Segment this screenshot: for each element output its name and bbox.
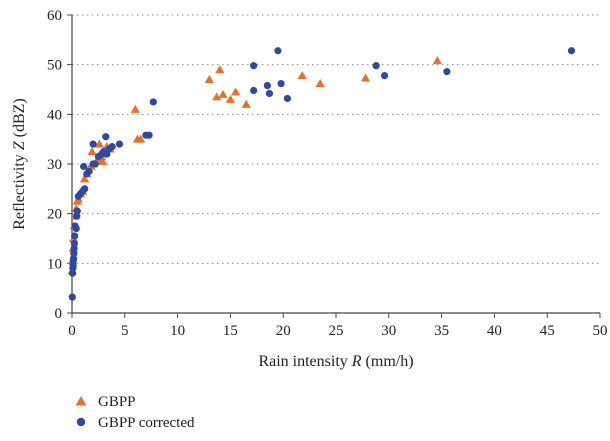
point-gbpp-corrected-0 — [68, 293, 76, 301]
point-gbpp-corrected-43 — [380, 71, 389, 80]
legend-marker-gbpp-corrected — [76, 417, 86, 427]
x-tick-label-20: 20 — [276, 323, 291, 339]
point-gbpp-corrected-40 — [277, 79, 285, 88]
x-tick-label-50: 50 — [593, 323, 608, 339]
point-gbpp-36 — [315, 78, 325, 87]
legend-label-gbpp: GBPP — [98, 394, 136, 410]
x-tick-label-10: 10 — [170, 323, 185, 339]
point-gbpp-corrected-42 — [372, 62, 380, 70]
point-gbpp-27 — [136, 134, 146, 143]
point-gbpp-25 — [130, 104, 140, 113]
point-gbpp-22 — [94, 139, 105, 148]
y-tick-label-30: 30 — [47, 157, 62, 173]
point-gbpp-corrected-37 — [263, 81, 271, 90]
point-gbpp-corrected-22 — [91, 160, 99, 168]
y-tick-label-20: 20 — [47, 207, 62, 223]
point-gbpp-corrected-45 — [567, 47, 576, 55]
point-gbpp-38 — [432, 56, 442, 65]
point-gbpp-corrected-23 — [89, 140, 97, 148]
x-tick-label-5: 5 — [121, 323, 129, 339]
point-gbpp-corrected-35 — [250, 86, 258, 95]
point-gbpp-corrected-38 — [265, 89, 274, 98]
series-gbpp-corrected — [68, 47, 576, 301]
point-gbpp-corrected-36 — [250, 62, 258, 70]
point-gbpp-corrected-18 — [80, 162, 88, 171]
x-axis-ticks: 0 5 10 15 20 25 30 35 40 45 50 — [68, 313, 608, 339]
y-tick-label-50: 50 — [47, 58, 62, 74]
point-gbpp-corrected-30 — [103, 150, 111, 158]
y-tick-label-0: 0 — [55, 306, 63, 322]
x-tick-label-30: 30 — [381, 323, 396, 339]
point-gbpp-35 — [297, 70, 307, 80]
point-gbpp-29 — [212, 92, 222, 101]
y-axis-label: Reflectivity Z (dBZ) — [11, 98, 28, 230]
point-gbpp-30 — [215, 65, 225, 74]
x-tick-label-0: 0 — [68, 323, 76, 339]
axes — [71, 15, 600, 314]
point-gbpp-34 — [241, 99, 251, 108]
legend: GBPP GBPP corrected — [75, 394, 195, 431]
point-gbpp-31 — [218, 89, 228, 98]
point-gbpp-corrected-11 — [72, 224, 80, 233]
point-gbpp-corrected-20 — [85, 167, 93, 176]
gridlines — [72, 14, 600, 264]
legend-marker-gbpp — [75, 396, 87, 406]
point-gbpp-32 — [225, 94, 235, 103]
x-tick-label-35: 35 — [434, 323, 449, 339]
point-gbpp-corrected-17 — [81, 185, 89, 193]
data-points — [67, 47, 576, 301]
point-gbpp-33 — [231, 87, 241, 96]
point-gbpp-corrected-27 — [102, 133, 110, 141]
point-gbpp-37 — [360, 73, 371, 82]
x-tick-label-45: 45 — [540, 323, 555, 339]
x-axis-label: Rain intensity R (mm/h) — [258, 353, 413, 370]
point-gbpp-corrected-9 — [71, 232, 79, 240]
legend-label-gbpp-corrected: GBPP corrected — [98, 415, 195, 431]
point-gbpp-corrected-41 — [283, 94, 292, 103]
point-gbpp-corrected-8 — [70, 239, 78, 248]
point-gbpp-23 — [87, 146, 97, 156]
point-gbpp-corrected-13 — [73, 207, 81, 215]
point-gbpp-24 — [98, 156, 108, 165]
x-tick-label-15: 15 — [223, 323, 238, 339]
x-tick-label-25: 25 — [329, 323, 344, 339]
point-gbpp-corrected-34 — [149, 98, 157, 106]
point-gbpp-11 — [80, 174, 90, 183]
point-gbpp-corrected-33 — [145, 131, 153, 139]
point-gbpp-corrected-39 — [274, 47, 282, 55]
point-gbpp-corrected-44 — [443, 68, 451, 76]
y-tick-label-40: 40 — [47, 107, 62, 123]
y-tick-label-60: 60 — [47, 8, 62, 24]
point-gbpp-corrected-29 — [108, 143, 116, 151]
y-axis-ticks: 0 10 20 30 40 50 60 — [47, 8, 72, 322]
x-tick-label-40: 40 — [487, 323, 502, 339]
point-gbpp-corrected-31 — [115, 140, 124, 148]
y-tick-label-10: 10 — [47, 256, 62, 272]
point-gbpp-28 — [204, 74, 214, 84]
